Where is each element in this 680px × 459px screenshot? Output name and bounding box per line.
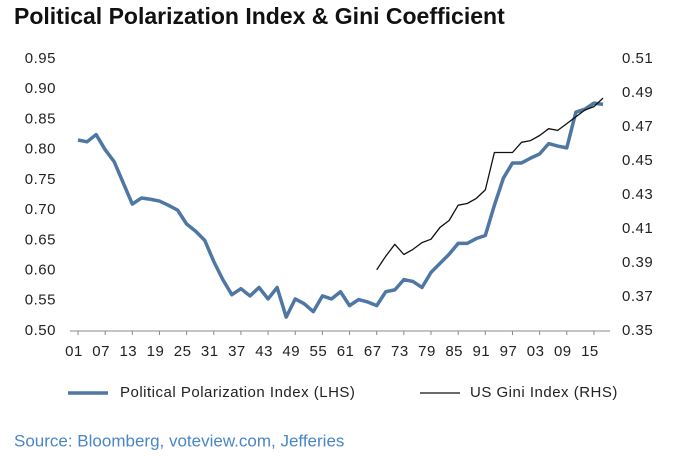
- x-tick-label: 19: [147, 343, 165, 360]
- data-line: [77, 101, 604, 319]
- x-tick-label: 49: [282, 343, 300, 360]
- y-tick-label: 0.90: [25, 80, 56, 97]
- x-tick-label: 73: [391, 343, 409, 360]
- x-tick-label: 79: [418, 343, 436, 360]
- x-tick-label: 15: [581, 343, 599, 360]
- y-tick-label: 0.80: [25, 141, 56, 158]
- y2-tick-label: 0.47: [622, 118, 653, 135]
- y-tick-label: 0.55: [25, 292, 56, 309]
- x-tick-label: 67: [364, 343, 382, 360]
- chart-title: Political Polarization Index & Gini Coef…: [14, 3, 505, 29]
- y2-tick-label: 0.49: [622, 84, 653, 101]
- x-tick-label: 91: [472, 343, 490, 360]
- legend-label: US Gini Index (RHS): [470, 384, 618, 401]
- x-tick-label: 07: [92, 343, 110, 360]
- x-tick-label: 03: [527, 343, 545, 360]
- y2-tick-label: 0.51: [622, 50, 653, 67]
- y2-tick-label: 0.37: [622, 288, 653, 305]
- x-tick-label: 13: [119, 343, 137, 360]
- y-tick-label: 0.75: [25, 171, 56, 188]
- x-tick-label: 43: [255, 343, 273, 360]
- y2-tick-label: 0.41: [622, 220, 653, 237]
- y-tick-label: 0.60: [25, 262, 56, 279]
- y-tick-label: 0.95: [25, 50, 56, 67]
- source-note: Source: Bloomberg, voteview.com, Jefferi…: [14, 431, 344, 450]
- x-tick-label: 09: [554, 343, 572, 360]
- y-tick-label: 0.85: [25, 110, 56, 127]
- x-tick-label: 31: [201, 343, 219, 360]
- y-tick-label: 0.65: [25, 231, 56, 248]
- legend-label: Political Polarization Index (LHS): [120, 384, 355, 401]
- data-line: [376, 97, 604, 271]
- y2-tick-label: 0.45: [622, 152, 653, 169]
- x-tick-label: 37: [228, 343, 246, 360]
- y2-tick-label: 0.43: [622, 186, 653, 203]
- x-tick-label: 61: [337, 343, 355, 360]
- y-tick-label: 0.70: [25, 201, 56, 218]
- y2-tick-label: 0.39: [622, 254, 653, 271]
- y2-tick-label: 0.35: [622, 322, 653, 339]
- x-tick-label: 85: [445, 343, 463, 360]
- x-tick-label: 25: [174, 343, 192, 360]
- y-tick-label: 0.50: [25, 322, 56, 339]
- x-tick-label: 55: [310, 343, 328, 360]
- x-tick-label: 97: [500, 343, 518, 360]
- x-tick-label: 01: [65, 343, 83, 360]
